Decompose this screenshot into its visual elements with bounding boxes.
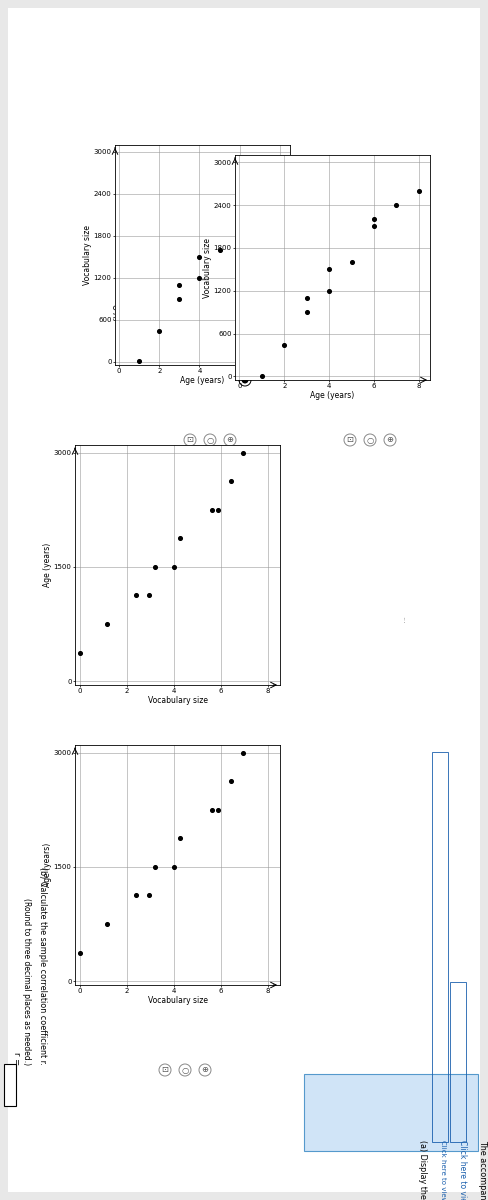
X-axis label: Vocabulary size: Vocabulary size bbox=[147, 996, 207, 1004]
Text: ⊡: ⊡ bbox=[186, 436, 194, 444]
Text: (Round to three decimal places as needed.): (Round to three decimal places as needed… bbox=[22, 898, 31, 1066]
Circle shape bbox=[204, 434, 216, 446]
Point bbox=[276, 170, 284, 190]
Text: ⊕: ⊕ bbox=[226, 436, 233, 444]
Text: ○: ○ bbox=[366, 436, 374, 444]
Text: (b) Calculate the sample correlation coefficient r.: (b) Calculate the sample correlation coe… bbox=[38, 868, 47, 1066]
Point bbox=[214, 800, 222, 820]
Text: (a) Display the data in a scatter plot. Choose the correct graph below.: (a) Display the data in a scatter plot. … bbox=[418, 1140, 427, 1200]
Point bbox=[145, 586, 153, 605]
Point bbox=[370, 217, 378, 236]
Point bbox=[132, 586, 140, 605]
Point bbox=[236, 205, 244, 224]
Point bbox=[239, 443, 247, 462]
Point bbox=[76, 943, 84, 962]
FancyBboxPatch shape bbox=[4, 1064, 16, 1106]
Circle shape bbox=[344, 434, 356, 446]
Circle shape bbox=[364, 434, 376, 446]
Point bbox=[170, 557, 178, 576]
Text: ⊕: ⊕ bbox=[386, 436, 393, 444]
Point bbox=[176, 289, 183, 308]
Text: ○: ○ bbox=[182, 766, 189, 774]
Text: r =: r = bbox=[12, 1052, 21, 1066]
Y-axis label: Vocabulary size: Vocabulary size bbox=[203, 238, 212, 298]
Circle shape bbox=[184, 434, 196, 446]
Point bbox=[196, 268, 203, 287]
Text: O A.: O A. bbox=[110, 305, 119, 320]
Point bbox=[347, 252, 355, 271]
Circle shape bbox=[199, 1064, 211, 1076]
Point bbox=[151, 557, 159, 576]
Point bbox=[214, 500, 222, 520]
Point bbox=[176, 829, 184, 848]
Point bbox=[103, 914, 111, 934]
Circle shape bbox=[384, 434, 396, 446]
Text: ⊕: ⊕ bbox=[202, 1066, 208, 1074]
Y-axis label: Age (years): Age (years) bbox=[43, 542, 52, 587]
Text: ○: ○ bbox=[182, 1066, 189, 1074]
Point bbox=[216, 240, 224, 259]
Text: B.: B. bbox=[238, 341, 247, 350]
Circle shape bbox=[242, 377, 248, 384]
Point bbox=[132, 886, 140, 905]
Point bbox=[258, 366, 266, 385]
Text: Click here to view the data table.: Click here to view the data table. bbox=[458, 1140, 467, 1200]
Text: ○: ○ bbox=[206, 436, 214, 444]
FancyBboxPatch shape bbox=[304, 1074, 478, 1151]
Text: O C.: O C. bbox=[73, 614, 82, 630]
Point bbox=[135, 352, 143, 371]
Point bbox=[415, 181, 423, 200]
Point bbox=[208, 500, 216, 520]
Point bbox=[325, 281, 333, 300]
Point bbox=[176, 529, 184, 548]
Point bbox=[370, 210, 378, 229]
Point bbox=[325, 259, 333, 278]
Text: Click here to view the table of critical values for the Pearson correlation coef: Click here to view the table of critical… bbox=[440, 1140, 446, 1200]
X-axis label: Vocabulary size: Vocabulary size bbox=[147, 696, 207, 704]
Point bbox=[226, 772, 234, 791]
Text: ⊡: ⊡ bbox=[162, 766, 168, 774]
Point bbox=[281, 335, 288, 355]
Circle shape bbox=[159, 764, 171, 776]
Point bbox=[226, 472, 234, 491]
Point bbox=[145, 886, 153, 905]
Point bbox=[76, 643, 84, 662]
Point bbox=[236, 198, 244, 217]
Circle shape bbox=[224, 434, 236, 446]
Point bbox=[303, 288, 311, 307]
Point bbox=[208, 800, 216, 820]
Text: ⊕: ⊕ bbox=[202, 766, 208, 774]
Text: ⊡: ⊡ bbox=[162, 1066, 168, 1074]
Y-axis label: Age (years): Age (years) bbox=[43, 842, 52, 887]
Point bbox=[303, 302, 311, 322]
Circle shape bbox=[179, 764, 191, 776]
Point bbox=[170, 857, 178, 876]
Circle shape bbox=[159, 1064, 171, 1076]
Y-axis label: Vocabulary size: Vocabulary size bbox=[83, 226, 92, 284]
X-axis label: Age (years): Age (years) bbox=[310, 391, 355, 400]
Point bbox=[392, 196, 400, 215]
Point bbox=[103, 614, 111, 634]
Text: The accompanying table shows the ages (in years) of 11 children and the numbers : The accompanying table shows the ages (i… bbox=[478, 1140, 487, 1200]
Point bbox=[196, 247, 203, 266]
Point bbox=[151, 857, 159, 876]
X-axis label: Age (years): Age (years) bbox=[181, 376, 224, 385]
Circle shape bbox=[199, 764, 211, 776]
Text: ⊡: ⊡ bbox=[346, 436, 353, 444]
Point bbox=[256, 185, 264, 204]
Point bbox=[155, 322, 163, 341]
Point bbox=[176, 275, 183, 294]
Text: ...: ... bbox=[401, 616, 409, 624]
Point bbox=[239, 743, 247, 762]
Text: O D.: O D. bbox=[73, 904, 82, 920]
FancyBboxPatch shape bbox=[8, 8, 480, 1192]
Circle shape bbox=[179, 1064, 191, 1076]
